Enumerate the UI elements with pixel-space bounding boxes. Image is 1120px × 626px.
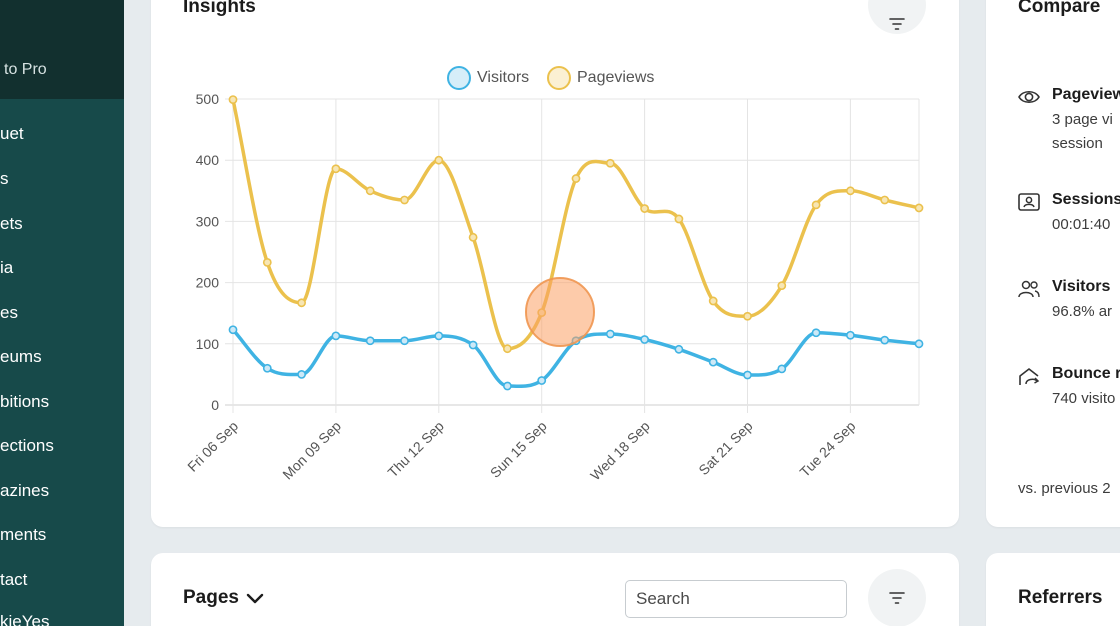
legend-label-visitors: Visitors [477, 69, 530, 86]
referrers-title: Referrers [1018, 587, 1103, 608]
eye-icon [1018, 90, 1040, 104]
pages-dropdown[interactable]: Pages [183, 587, 265, 609]
legend-swatch-pageviews [547, 66, 571, 90]
compare-item-title: Pageview [1052, 86, 1120, 103]
referrers-card [986, 553, 1120, 626]
sidebar-item-label: ets [0, 214, 23, 233]
compare-item-sub: 96.8% ar [1052, 303, 1113, 320]
compare-item-sub: 00:01:40 [1052, 216, 1111, 233]
sidebar-item-label: kieYes [0, 612, 50, 626]
sidebar: to Pro uet s ets ia es eums bitions ecti… [0, 0, 124, 626]
pages-title: Pages [183, 587, 239, 608]
insights-title: Insights [183, 0, 256, 17]
legend-item-pageviews[interactable]: Pageviews [547, 66, 654, 90]
users-icon [1018, 280, 1040, 298]
sidebar-item-label: azines [0, 481, 50, 500]
compare-title: Compare [1018, 0, 1101, 17]
sidebar-item-label: eums [0, 347, 42, 366]
compare-item-title: Sessions [1052, 191, 1120, 208]
sidebar-item-label: es [0, 303, 18, 322]
sidebar-item-label: bitions [0, 392, 50, 411]
legend-label-pageviews: Pageviews [577, 69, 655, 86]
compare-card [986, 0, 1120, 527]
sidebar-item-label: uet [0, 124, 24, 143]
legend-item-visitors[interactable]: Visitors [447, 66, 529, 90]
compare-item-sub: session [1052, 135, 1103, 152]
compare-item-title: Bounce r [1052, 365, 1120, 382]
id-card-icon [1018, 193, 1040, 211]
sidebar-item-label: s [0, 169, 9, 188]
legend-swatch-visitors [447, 66, 471, 90]
upgrade-to-pro-link[interactable]: to Pro [4, 61, 47, 78]
compare-item-title: Visitors [1052, 278, 1111, 295]
compare-item-sub: 740 visito [1052, 390, 1116, 407]
pages-filter-button[interactable] [868, 569, 926, 626]
bounce-icon [1019, 368, 1040, 385]
sidebar-item-label: ia [0, 258, 14, 277]
sidebar-header: to Pro [0, 0, 124, 99]
filter-icon [889, 18, 905, 30]
filter-icon [889, 592, 905, 604]
pages-search-input[interactable] [625, 580, 847, 618]
sidebar-item-label: tact [0, 570, 28, 589]
chevron-down-icon [246, 593, 264, 604]
sidebar-item-label: ections [0, 436, 54, 455]
compare-item-sub: 3 page vi [1052, 111, 1113, 128]
compare-footer: vs. previous 2 [1018, 480, 1111, 497]
sidebar-item-label: ments [0, 525, 47, 544]
